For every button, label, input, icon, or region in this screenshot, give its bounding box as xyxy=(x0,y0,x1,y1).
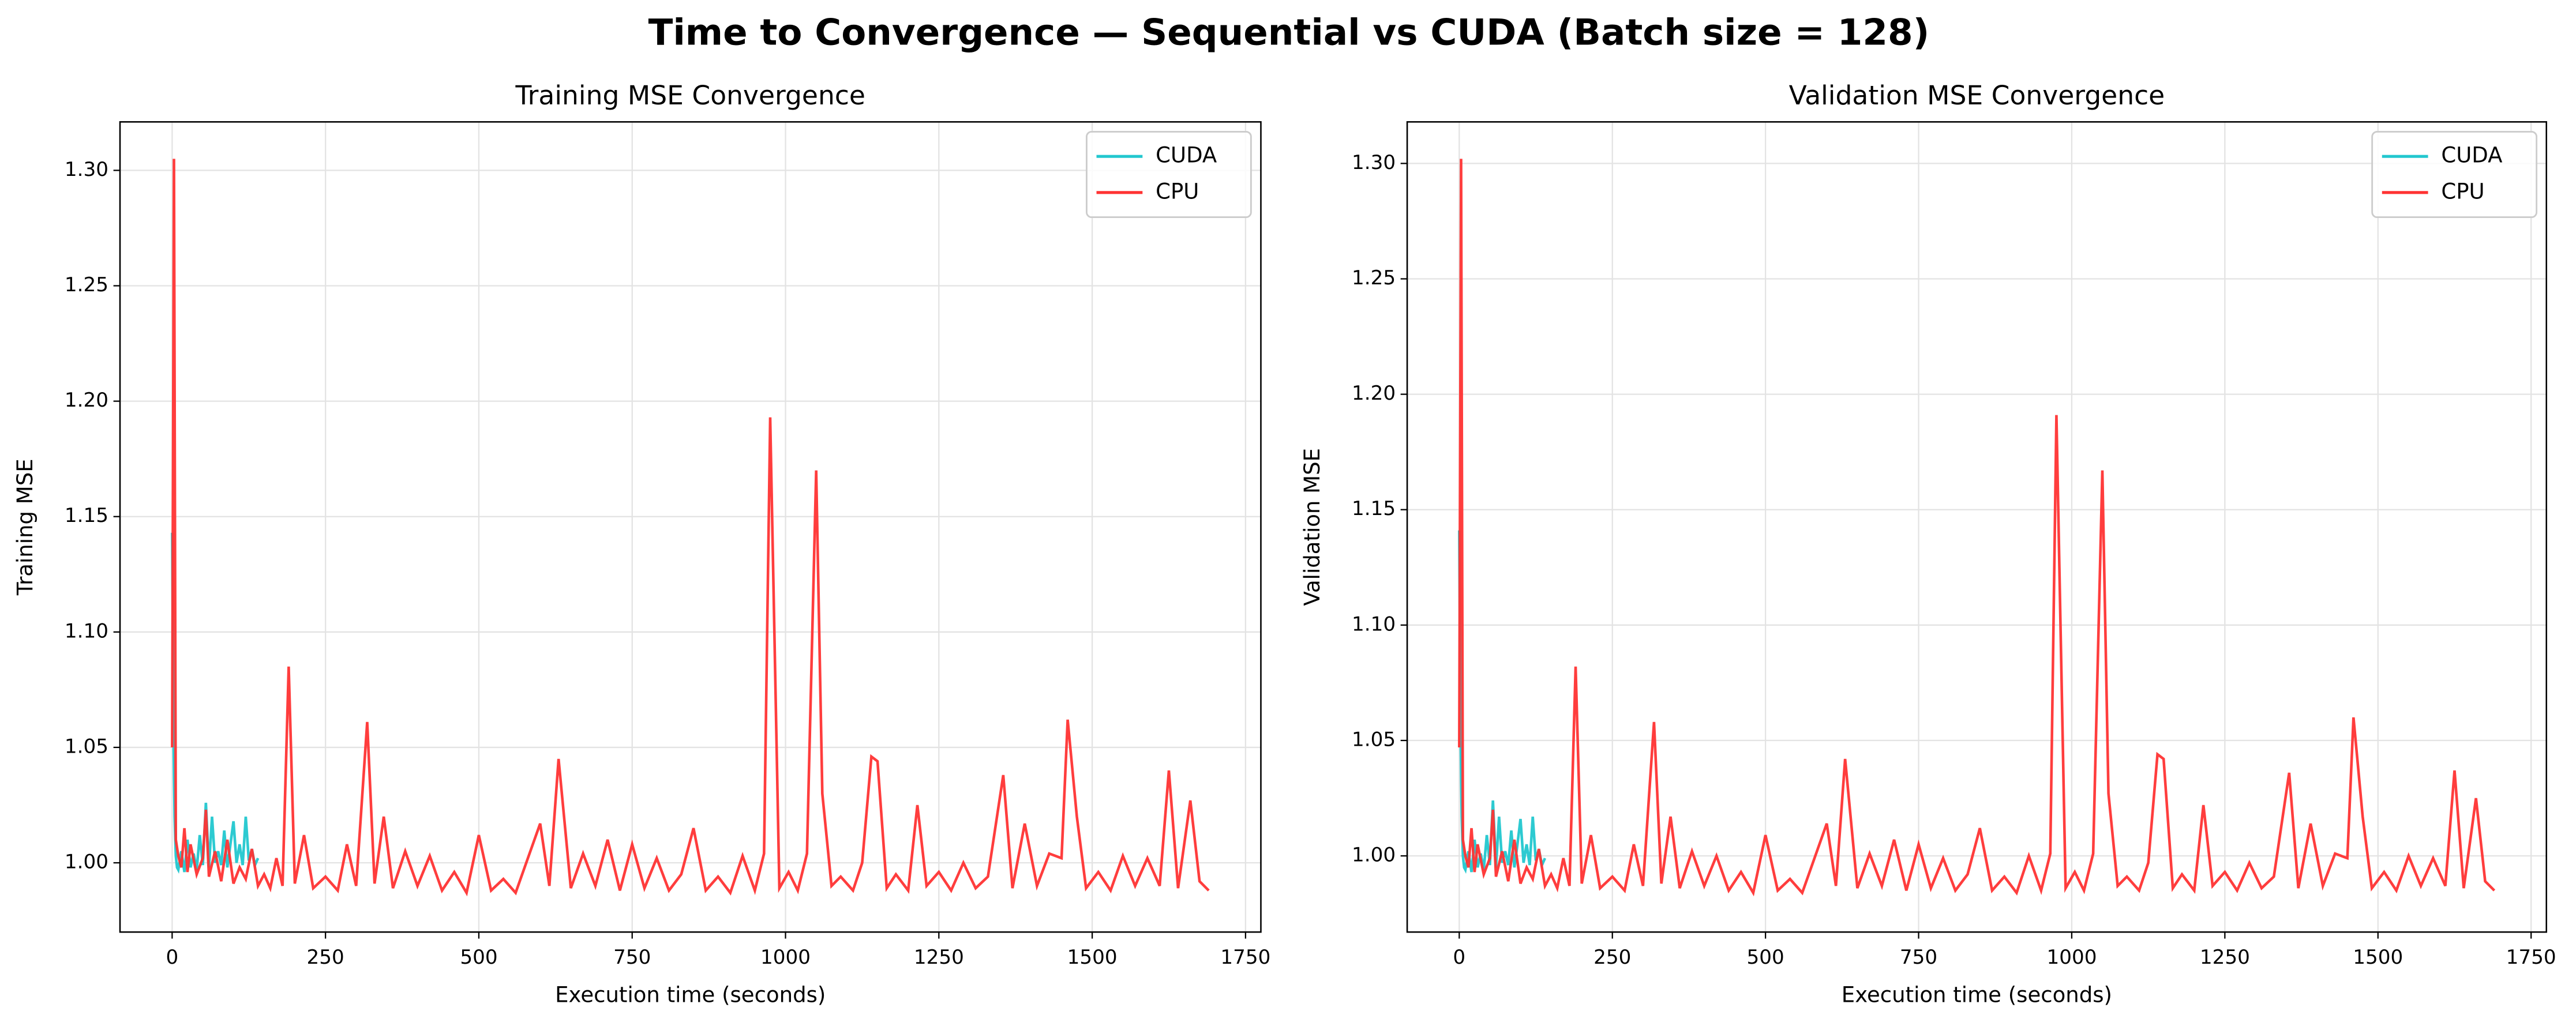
y-tick-label: 1.05 xyxy=(1352,728,1396,751)
y-tick-label: 1.05 xyxy=(65,735,108,758)
data-line xyxy=(1458,530,1547,874)
x-tick-label: 1250 xyxy=(914,946,964,969)
axes-frame xyxy=(119,121,1262,933)
x-tick-label: 1500 xyxy=(2353,946,2403,969)
data-line xyxy=(1458,159,2496,897)
x-axis-label: Execution time (seconds) xyxy=(1842,983,2112,1008)
y-tick-label: 1.10 xyxy=(1352,612,1396,636)
x-tick-label: 1750 xyxy=(1220,946,1270,969)
legend-box xyxy=(1086,131,1252,219)
x-tick-label: 250 xyxy=(307,946,344,969)
subplot-title: Validation MSE Convergence xyxy=(1789,80,2165,111)
legend-label: CPU xyxy=(1156,179,1199,204)
y-tick-label: 1.20 xyxy=(1352,382,1396,405)
y-tick-label: 1.25 xyxy=(1352,266,1396,290)
y-tick-label: 1.00 xyxy=(65,851,108,874)
y-axis-label: Validation MSE xyxy=(1300,448,1325,606)
y-tick-label: 1.20 xyxy=(65,389,108,412)
x-tick-label: 500 xyxy=(1747,946,1784,969)
x-tick-label: 0 xyxy=(1453,946,1465,969)
y-axis-label: Training MSE xyxy=(13,458,38,596)
figure-title: Time to Convergence — Sequential vs CUDA… xyxy=(648,11,1930,53)
axes-frame xyxy=(1406,121,2547,933)
legend-label: CPU xyxy=(2441,179,2484,204)
x-tick-label: 1250 xyxy=(2200,946,2250,969)
y-tick-label: 1.10 xyxy=(65,619,108,642)
x-tick-label: 750 xyxy=(1900,946,1937,969)
x-tick-label: 500 xyxy=(460,946,497,969)
x-tick-label: 1750 xyxy=(2506,946,2556,969)
data-line xyxy=(171,532,260,874)
y-tick-label: 1.30 xyxy=(1352,151,1396,174)
y-tick-label: 1.00 xyxy=(1352,844,1396,867)
data-line xyxy=(171,159,1210,897)
legend-box xyxy=(2371,131,2538,219)
subplot-title: Training MSE Convergence xyxy=(515,80,865,111)
y-tick-label: 1.15 xyxy=(1352,497,1396,520)
legend-label: CUDA xyxy=(2441,143,2503,168)
x-tick-label: 1000 xyxy=(2046,946,2097,969)
x-tick-label: 1500 xyxy=(1067,946,1118,969)
x-tick-label: 750 xyxy=(613,946,651,969)
y-tick-label: 1.25 xyxy=(65,273,108,296)
y-tick-label: 1.15 xyxy=(65,504,108,527)
x-tick-label: 1000 xyxy=(760,946,811,969)
legend-label: CUDA xyxy=(1156,143,1217,168)
y-tick-label: 1.30 xyxy=(65,158,108,181)
x-tick-label: 250 xyxy=(1593,946,1631,969)
x-axis-label: Execution time (seconds) xyxy=(555,983,826,1008)
x-tick-label: 0 xyxy=(166,946,178,969)
